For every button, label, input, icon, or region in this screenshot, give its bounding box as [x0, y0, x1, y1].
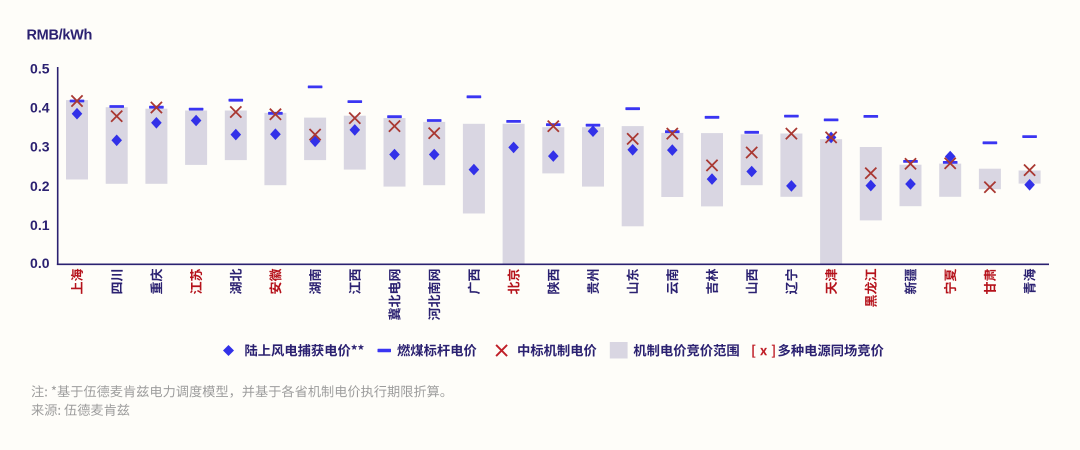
svg-text:0.4: 0.4 — [30, 100, 50, 116]
svg-text:0.0: 0.0 — [30, 255, 50, 271]
svg-text:0.3: 0.3 — [30, 139, 50, 155]
svg-text:0.2: 0.2 — [30, 178, 50, 194]
svg-text:RMB/kWh: RMB/kWh — [27, 27, 93, 43]
svg-text:0.5: 0.5 — [30, 61, 50, 77]
svg-text:0.1: 0.1 — [30, 217, 50, 233]
